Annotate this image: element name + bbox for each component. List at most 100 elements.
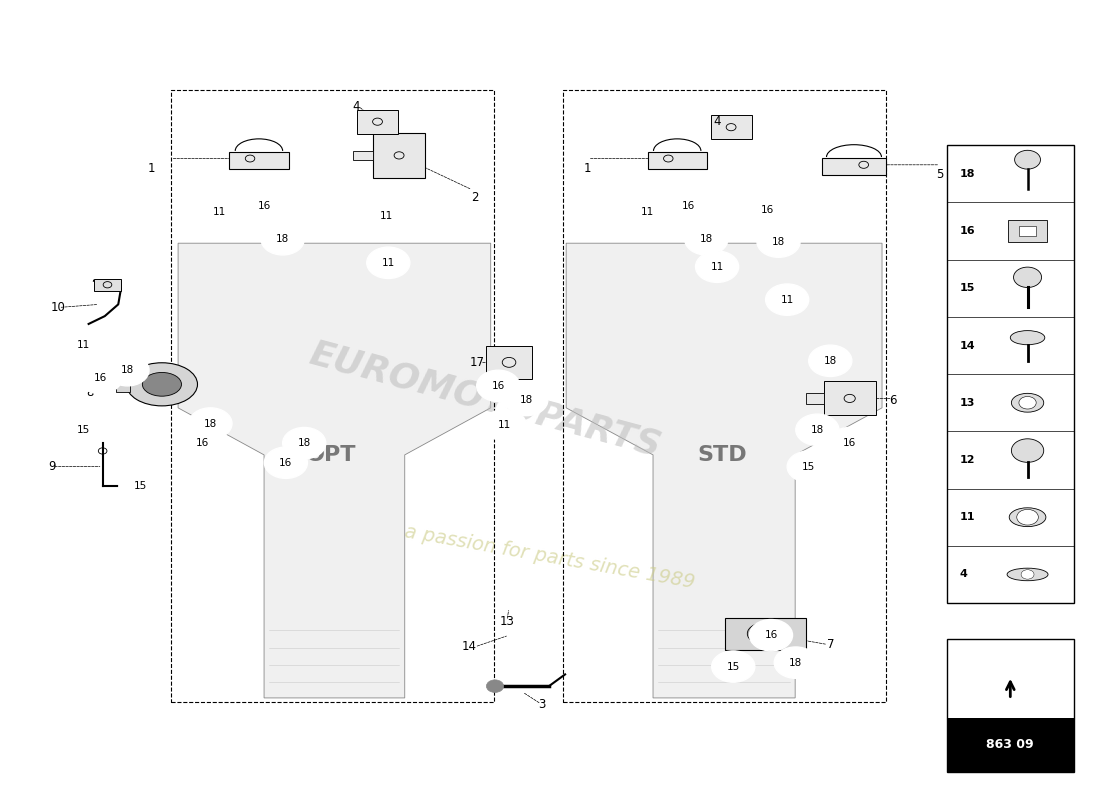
Text: 2: 2 — [471, 191, 478, 204]
Text: 18: 18 — [789, 658, 802, 668]
Circle shape — [264, 447, 307, 478]
Polygon shape — [566, 243, 882, 698]
Circle shape — [366, 247, 410, 278]
Bar — [486, 346, 531, 379]
Text: 15: 15 — [134, 482, 147, 491]
Circle shape — [712, 651, 755, 682]
Circle shape — [758, 628, 773, 639]
Text: 11: 11 — [781, 294, 794, 305]
Text: 13: 13 — [959, 398, 975, 408]
Circle shape — [1021, 570, 1034, 579]
Circle shape — [261, 224, 305, 255]
Circle shape — [1016, 510, 1038, 525]
Ellipse shape — [747, 622, 784, 645]
Circle shape — [79, 362, 122, 394]
Bar — [947, 718, 1074, 773]
Circle shape — [283, 427, 326, 459]
Text: OPT: OPT — [306, 445, 356, 465]
Text: 16: 16 — [761, 206, 774, 215]
Text: 16: 16 — [681, 201, 694, 210]
Text: 4: 4 — [352, 99, 360, 113]
Bar — [116, 377, 130, 392]
Circle shape — [808, 345, 851, 377]
Text: 14: 14 — [462, 641, 476, 654]
Text: 4: 4 — [959, 570, 968, 579]
Bar — [1019, 226, 1036, 236]
Circle shape — [667, 190, 710, 222]
Ellipse shape — [1010, 330, 1045, 345]
Text: 16: 16 — [279, 458, 293, 468]
Text: 10: 10 — [51, 301, 66, 314]
Bar — [94, 279, 121, 290]
Bar — [947, 639, 1074, 773]
Bar — [947, 146, 1074, 603]
Text: 1: 1 — [584, 162, 592, 175]
Text: 11: 11 — [498, 420, 512, 430]
Circle shape — [684, 224, 728, 255]
Text: 5: 5 — [936, 168, 944, 181]
Text: 18: 18 — [121, 366, 134, 375]
Circle shape — [62, 330, 104, 361]
Text: 18: 18 — [298, 438, 311, 448]
Circle shape — [1011, 439, 1044, 462]
Text: 12: 12 — [959, 455, 975, 465]
Text: 4: 4 — [713, 115, 721, 128]
Polygon shape — [178, 243, 491, 698]
Text: STD: STD — [697, 445, 747, 465]
Circle shape — [626, 196, 669, 227]
Circle shape — [106, 354, 148, 386]
Text: 1: 1 — [147, 162, 155, 175]
Circle shape — [774, 647, 817, 678]
Text: 3: 3 — [538, 698, 546, 710]
Circle shape — [1014, 150, 1041, 169]
Text: 6: 6 — [889, 394, 896, 406]
Text: EUROMOTOPARTS: EUROMOTOPARTS — [306, 337, 664, 463]
Text: 16: 16 — [257, 201, 271, 210]
Text: 18: 18 — [700, 234, 713, 244]
Circle shape — [119, 470, 162, 502]
Text: 16: 16 — [196, 438, 209, 448]
Ellipse shape — [1008, 568, 1048, 581]
Circle shape — [182, 427, 224, 459]
Text: 15: 15 — [77, 425, 90, 434]
Text: 18: 18 — [824, 356, 837, 366]
Bar — [725, 618, 806, 650]
Circle shape — [746, 194, 790, 226]
Circle shape — [62, 414, 104, 446]
Circle shape — [695, 251, 739, 282]
Ellipse shape — [1009, 508, 1046, 526]
Circle shape — [198, 196, 241, 227]
Circle shape — [483, 410, 526, 441]
Bar — [805, 394, 824, 403]
Bar — [1008, 220, 1047, 242]
Circle shape — [505, 384, 548, 416]
Text: 13: 13 — [499, 614, 515, 627]
Text: 11: 11 — [77, 340, 90, 350]
Bar — [711, 115, 751, 139]
Bar — [648, 152, 707, 169]
Bar — [358, 110, 398, 134]
Text: 18: 18 — [959, 169, 975, 179]
Text: 15: 15 — [959, 283, 975, 294]
Bar — [352, 151, 373, 160]
Text: 11: 11 — [382, 258, 395, 268]
Circle shape — [189, 408, 232, 439]
Bar — [824, 382, 876, 415]
Ellipse shape — [126, 362, 198, 406]
Bar — [170, 90, 494, 702]
Bar — [229, 152, 288, 169]
Text: 7: 7 — [826, 638, 834, 651]
Text: 16: 16 — [94, 373, 107, 383]
Circle shape — [749, 619, 792, 651]
Bar — [563, 90, 887, 702]
Text: 18: 18 — [204, 418, 217, 429]
Text: 15: 15 — [727, 662, 740, 671]
Text: 18: 18 — [519, 395, 532, 405]
Ellipse shape — [1011, 394, 1044, 412]
Text: 16: 16 — [492, 381, 505, 391]
Circle shape — [1013, 267, 1042, 287]
Circle shape — [757, 226, 800, 258]
Text: 18: 18 — [811, 425, 824, 434]
Text: 17: 17 — [470, 356, 484, 369]
Text: 16: 16 — [843, 438, 856, 448]
